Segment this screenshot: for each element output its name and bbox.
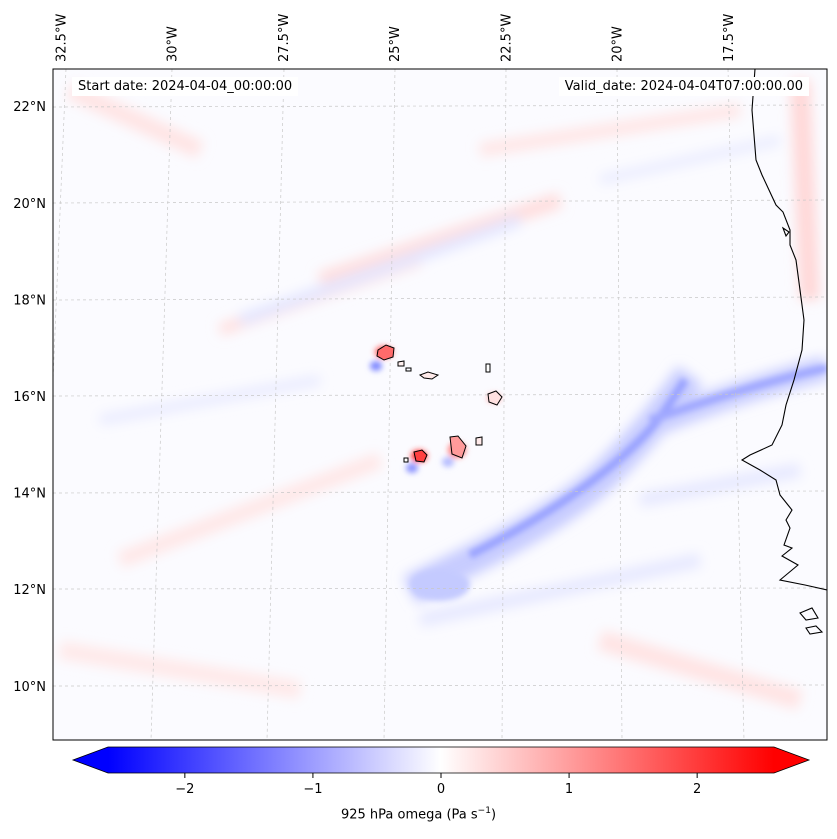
africa-coastline <box>740 69 827 591</box>
colorbar-tick-label-3: 1 <box>565 782 573 797</box>
santiago <box>449 435 467 459</box>
colorbar-tick-label-0: −2 <box>175 782 194 797</box>
maio <box>475 436 483 446</box>
colorbar-tick-label-4: 2 <box>693 782 701 797</box>
sao-nicolau <box>418 371 440 380</box>
lat-label-1: 20°N <box>13 197 46 212</box>
colorbar: −2 −1 0 1 2 <box>71 746 811 797</box>
colorbar-label: 925 hPa omega (Pa s−1) <box>0 806 837 822</box>
longitude-labels: 32.5°W 30°W 27.5°W 25°W 22.5°W 20°W 17.5°W <box>54 14 737 62</box>
colorbar-label-exponent: −1 <box>477 806 491 816</box>
colorbar-body <box>108 747 774 773</box>
lat-label-0: 22°N <box>13 100 46 115</box>
lat-label-2: 18°N <box>13 293 46 308</box>
graticule <box>53 69 827 740</box>
colorbar-label-prefix: 925 hPa omega (Pa s <box>340 807 478 823</box>
lon-label-0: 32.5°W <box>54 14 69 62</box>
lon-label-5: 20°W <box>611 26 626 62</box>
colorbar-low-extension <box>73 747 108 773</box>
lat-label-5: 12°N <box>13 583 46 598</box>
latitude-labels: 22°N 20°N 18°N 16°N 14°N 12°N 10°N <box>13 100 46 695</box>
brava <box>403 457 409 463</box>
colorbar-tick-label-1: −1 <box>303 782 322 797</box>
lon-label-6: 17.5°W <box>722 14 737 62</box>
colorbar-tick-label-2: 0 <box>437 782 445 797</box>
boa-vista <box>487 390 503 406</box>
lat-label-6: 10°N <box>13 680 46 695</box>
lon-label-1: 30°W <box>166 26 181 62</box>
lon-label-2: 27.5°W <box>277 14 292 62</box>
map-frame <box>52 68 828 741</box>
cape-verde-islands <box>376 344 503 463</box>
colorbar-outline <box>71 746 811 774</box>
santa-luzia <box>405 367 412 372</box>
lat-label-4: 14°N <box>13 487 46 502</box>
sal <box>485 363 491 373</box>
lon-label-4: 22.5°W <box>499 14 514 62</box>
colorbar-ticks: −2 −1 0 1 2 <box>175 773 701 797</box>
colorbar-high-extension <box>774 747 809 773</box>
santo-antao <box>376 344 395 361</box>
start-date-label: Start date: 2024-04-04_00:00:00 <box>72 77 299 96</box>
fogo <box>413 449 428 463</box>
sao-vicente <box>397 360 405 367</box>
lon-label-3: 25°W <box>388 26 403 62</box>
coastlines <box>740 69 827 635</box>
valid-date-label: Valid_date: 2024-04-04T07:00:00.00 <box>558 77 809 96</box>
lat-label-3: 16°N <box>13 390 46 405</box>
colorbar-label-suffix: ) <box>490 807 497 823</box>
